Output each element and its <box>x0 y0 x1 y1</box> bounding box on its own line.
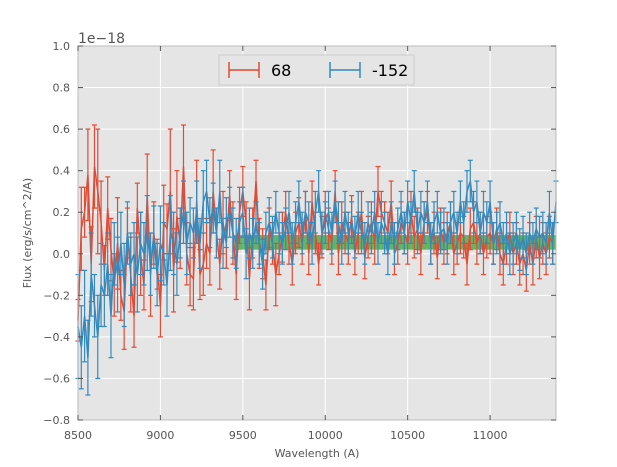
x-tick-label-5: 11000 <box>473 429 508 442</box>
y-axis-label: Flux (erg/s/cm^2/A) <box>21 178 34 288</box>
plot-frame <box>77 45 557 421</box>
y-tick-label-7: 0.6 <box>53 123 71 136</box>
y-tick-label-4: 0.0 <box>53 248 71 261</box>
y-tick-label-0: −0.8 <box>43 414 70 427</box>
y-tick-label-8: 0.8 <box>53 82 71 95</box>
legend-entry-series-1: 68 <box>228 61 291 80</box>
y-tick-label-3: −0.2 <box>43 289 70 302</box>
legend-label-series-1: 68 <box>271 61 291 80</box>
x-tick-label-2: 9500 <box>229 429 257 442</box>
legend-label-series-2: -152 <box>372 61 408 80</box>
y-tick-label-5: 0.2 <box>53 206 71 219</box>
x-axis-label: Wavelength (A) <box>275 447 360 460</box>
series-layer <box>75 124 559 396</box>
y-tick-label-1: −0.6 <box>43 372 70 385</box>
x-tick-label-3: 10000 <box>308 429 343 442</box>
legend-entry-series-2: -152 <box>329 61 408 80</box>
series-2 <box>75 159 559 396</box>
x-tick-label-0: 8500 <box>64 429 92 442</box>
y-tick-label-9: 1.0 <box>53 40 71 53</box>
axis-ticks: 8500 9000 9500 10000 10500 11000 −0.8 −0.6 −0.4 −… <box>43 40 557 442</box>
y-tick-label-6: 0.4 <box>53 165 71 178</box>
x-tick-label-4: 10500 <box>390 429 425 442</box>
y-offset-label: 1e−18 <box>78 31 125 47</box>
legend: 68 -152 <box>218 54 415 86</box>
y-tick-label-2: −0.4 <box>43 331 70 344</box>
x-tick-label-1: 9000 <box>146 429 174 442</box>
series-line-2 <box>77 180 557 358</box>
